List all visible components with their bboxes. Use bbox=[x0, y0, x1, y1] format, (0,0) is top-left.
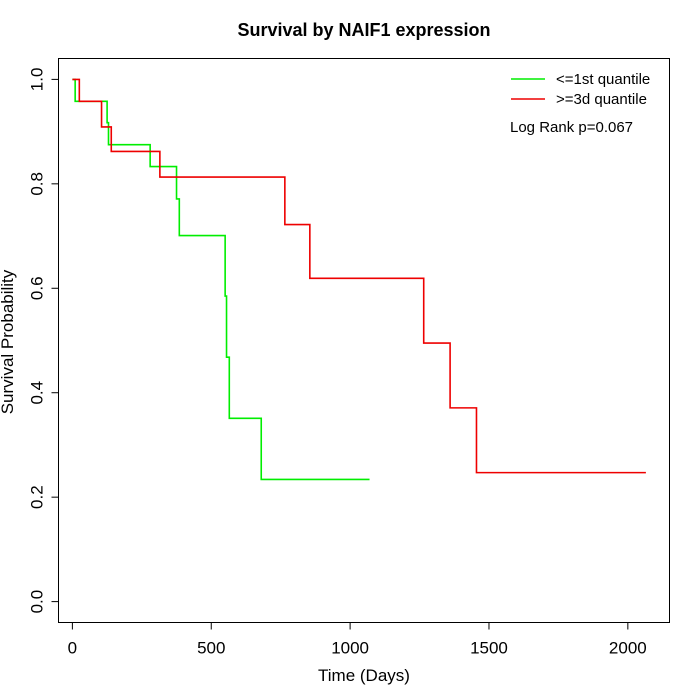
series-line-1 bbox=[72, 78, 646, 474]
x-tick-label: 2000 bbox=[609, 639, 647, 658]
y-tick-label: 1.0 bbox=[28, 68, 47, 92]
y-axis: 0.0 0.2 0.4 0.6 0.8 1.0 bbox=[28, 68, 59, 614]
x-axis: 0 500 1000 1500 2000 bbox=[68, 622, 647, 658]
y-tick-label: 0.8 bbox=[28, 172, 47, 196]
series-layer bbox=[72, 78, 646, 481]
legend-label-0: <=1st quantile bbox=[556, 71, 650, 88]
log-rank-annotation: Log Rank p=0.067 bbox=[510, 119, 633, 136]
y-tick-label: 0.4 bbox=[28, 381, 47, 405]
y-tick-label: 0.2 bbox=[28, 485, 47, 509]
y-tick-label: 0.6 bbox=[28, 276, 47, 300]
y-axis-label: Survival Probability bbox=[0, 269, 17, 414]
x-tick-label: 1000 bbox=[331, 639, 369, 658]
legend-label-1: >=3d quantile bbox=[556, 91, 647, 108]
chart-title: Survival by NAIF1 expression bbox=[237, 20, 490, 40]
x-axis-label: Time (Days) bbox=[318, 666, 410, 685]
x-tick-label: 1500 bbox=[470, 639, 508, 658]
x-tick-label: 500 bbox=[197, 639, 225, 658]
y-tick-label: 0.0 bbox=[28, 590, 47, 614]
series-line-0 bbox=[72, 78, 370, 481]
legend: <=1st quantile >=3d quantile bbox=[511, 71, 650, 108]
x-tick-label: 0 bbox=[68, 639, 77, 658]
plot-frame bbox=[58, 58, 670, 623]
